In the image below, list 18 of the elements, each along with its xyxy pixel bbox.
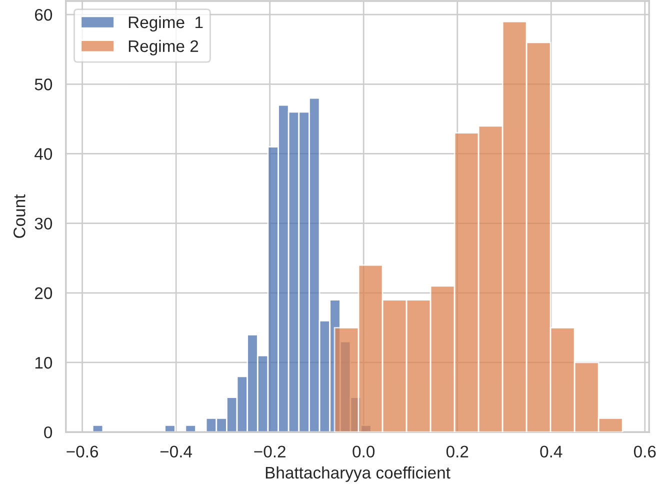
legend-label: Regime 1 [128, 16, 203, 32]
y-tick-label: 30 [34, 218, 52, 230]
x-tick-label: 0.4 [540, 446, 562, 458]
x-tick-label: 0.2 [446, 446, 468, 458]
x-axis-title: Bhattacharyya coefficient [266, 466, 450, 482]
x-tick-label: 0.6 [634, 446, 656, 458]
x-tick-label: −0.6 [66, 446, 98, 458]
y-axis-title: Count [14, 194, 26, 238]
y-tick-label: 10 [35, 356, 52, 369]
y-tick-label: 50 [34, 78, 52, 90]
y-tick-label: 20 [35, 287, 52, 300]
legend-label: Regime 2 [128, 40, 198, 56]
y-tick-label: 40 [34, 148, 52, 160]
x-tick-label: 0.0 [352, 446, 375, 458]
x-tick-label: −0.2 [254, 446, 286, 458]
y-tick-label: 60 [35, 8, 52, 21]
y-tick-label: 0 [44, 426, 52, 438]
x-tick-label: −0.4 [160, 446, 192, 458]
